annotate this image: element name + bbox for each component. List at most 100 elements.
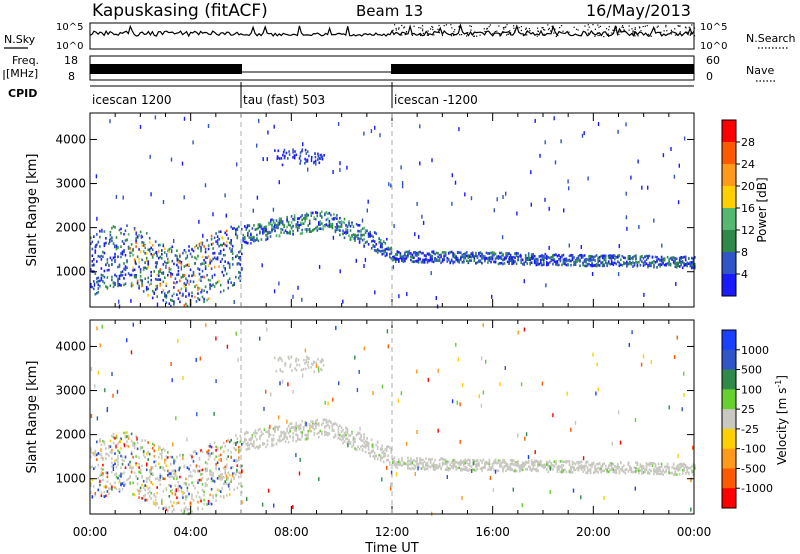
x-tick-label: 08:00 (274, 525, 309, 539)
data-cell (620, 461, 622, 465)
data-cell (647, 265, 649, 269)
data-cell (250, 438, 252, 442)
data-cell (455, 255, 457, 259)
nsearch-dot (427, 34, 429, 36)
data-cell (121, 455, 124, 459)
data-cell (145, 252, 148, 255)
data-cell (115, 236, 118, 239)
data-cell (627, 470, 630, 473)
data-cell (123, 262, 125, 265)
data-cell (136, 235, 139, 238)
data-cell (671, 471, 673, 475)
nsearch-dot (608, 35, 610, 37)
data-cell (127, 463, 130, 466)
data-cell (675, 465, 678, 469)
data-cell (318, 422, 320, 425)
data-cell (259, 427, 261, 431)
data-cell (277, 149, 280, 153)
data-cell (289, 365, 291, 368)
data-cell (209, 258, 211, 262)
data-cell (653, 467, 655, 471)
data-cell (384, 242, 387, 245)
data-cell (236, 437, 239, 440)
data-cell (304, 433, 306, 437)
data-cell (158, 250, 160, 253)
data-cell (215, 257, 217, 261)
data-cell (363, 237, 365, 241)
data-cell (597, 122, 600, 126)
data-cell (130, 439, 133, 443)
data-cell (481, 466, 483, 470)
data-cell (692, 257, 695, 261)
data-cell (210, 243, 213, 246)
data-cell (124, 267, 127, 271)
data-cell (386, 247, 388, 251)
data-cell (647, 256, 649, 260)
data-cell (469, 255, 471, 258)
data-cell (90, 450, 92, 453)
x-tick-label: 16:00 (475, 525, 510, 539)
data-cell (112, 256, 115, 260)
data-cell (133, 442, 136, 445)
data-cell (99, 343, 101, 348)
nsearch-dot (640, 30, 642, 32)
data-cell (694, 466, 696, 470)
data-cell (298, 217, 300, 220)
data-cell (130, 350, 133, 355)
data-cell (386, 252, 388, 255)
data-cell (523, 263, 525, 266)
data-cell (324, 433, 326, 437)
data-cell (111, 239, 113, 242)
data-cell (324, 430, 326, 434)
data-cell (447, 258, 450, 262)
data-cell (318, 435, 320, 439)
data-cell (340, 220, 343, 223)
data-cell (662, 153, 665, 158)
data-cell (120, 447, 122, 450)
nsearch-dot (612, 29, 614, 31)
data-cell (112, 432, 115, 436)
data-cell (225, 494, 228, 497)
data-cell (194, 262, 196, 265)
data-cell (647, 264, 649, 267)
data-cell (170, 475, 172, 478)
data-cell (191, 248, 193, 251)
data-cell (363, 264, 365, 268)
data-cell (437, 255, 439, 259)
data-cell (393, 258, 396, 261)
data-cell (206, 273, 208, 277)
data-cell (615, 465, 618, 469)
data-cell (369, 235, 371, 238)
data-cell (121, 252, 124, 256)
data-cell (435, 464, 438, 467)
data-cell (209, 469, 211, 473)
data-cell (253, 444, 255, 448)
data-cell (248, 438, 251, 441)
data-cell (292, 432, 294, 435)
data-cell (607, 466, 610, 470)
data-cell (281, 228, 284, 231)
data-cell (139, 486, 142, 490)
data-cell (692, 260, 695, 263)
nsearch-dot (674, 28, 676, 30)
data-cell (218, 454, 220, 457)
data-cell (93, 263, 95, 267)
data-cell (475, 262, 477, 265)
data-cell (538, 461, 541, 464)
data-cell (158, 445, 160, 449)
data-cell (95, 244, 97, 249)
data-cell (603, 496, 605, 500)
data-cell (651, 260, 654, 264)
data-cell (236, 441, 239, 444)
data-cell (396, 253, 399, 257)
data-cell (197, 288, 199, 292)
data-cell (407, 255, 409, 258)
data-cell (320, 367, 322, 371)
data-cell (198, 465, 201, 468)
data-cell (425, 457, 427, 460)
data-cell (115, 245, 118, 248)
data-cell (422, 463, 424, 466)
data-cell (395, 472, 398, 477)
data-cell (586, 460, 589, 464)
data-cell (657, 467, 660, 470)
